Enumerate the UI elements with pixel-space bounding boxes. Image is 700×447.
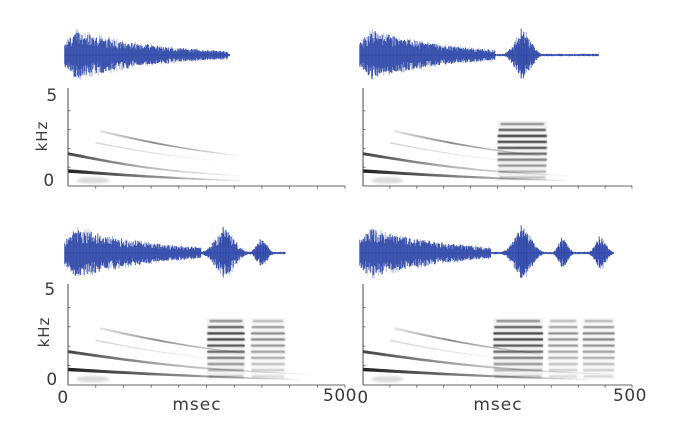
y-axis-min-label: 0 [43, 171, 55, 191]
x-axis-unit-label: msec [473, 395, 523, 415]
y-axis-min-label: 0 [46, 370, 58, 390]
panel-bottom-right: 0 msec 500 [350, 224, 700, 447]
panel-top-right [350, 0, 700, 224]
y-axis-max-label: 5 [44, 280, 56, 300]
panel-bottom-left: 5 kHz 0 0 msec 500 [0, 224, 356, 447]
y-axis-max-label: 5 [46, 86, 58, 106]
x-axis-unit-label: msec [172, 395, 222, 415]
panel-top-left-plot [64, 29, 346, 189]
panel-bottom-right-plot [359, 225, 633, 388]
panel-top-right-plot [359, 28, 633, 189]
x-axis-min-label: 0 [57, 388, 69, 408]
y-axis-unit-label: kHz [35, 316, 53, 348]
panel-top-left: 5 kHz 0 [0, 0, 350, 224]
x-axis-max-label: 500 [613, 386, 647, 406]
y-axis-unit-label: kHz [33, 120, 51, 152]
panel-bottom-left-plot [64, 226, 346, 388]
x-axis-max-label: 500 [323, 386, 357, 406]
x-axis-min-label: 0 [357, 388, 369, 408]
